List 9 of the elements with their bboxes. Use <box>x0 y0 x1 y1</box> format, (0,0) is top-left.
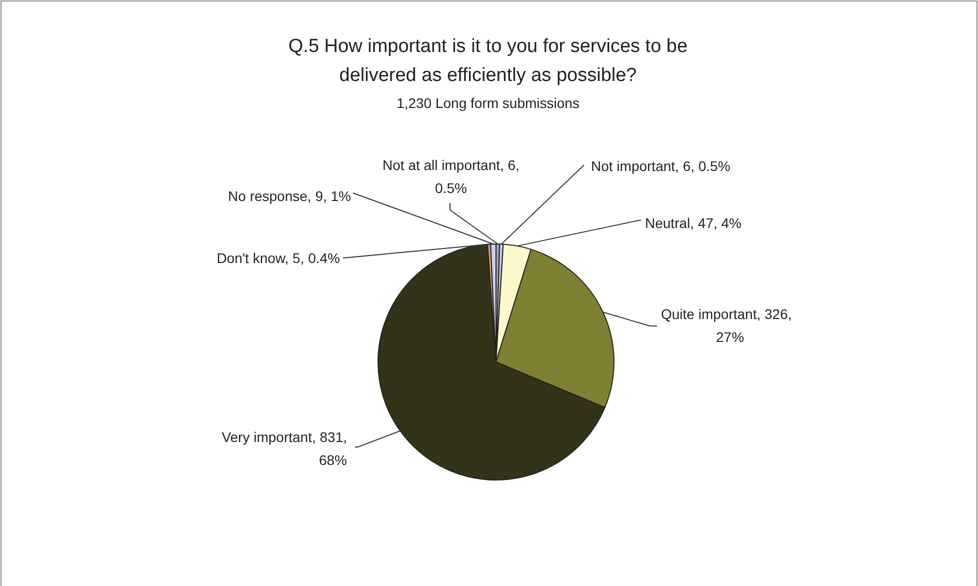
slice-label: No response, 9, 1% <box>228 188 351 204</box>
chart-title: Q.5 How important is it to you for services to be delivered as efficiently as possible? <box>288 36 688 86</box>
slice-label: Not at all important, 6, 0.5% <box>382 157 520 196</box>
slice-label: Don't know, 5, 0.4% <box>216 250 340 266</box>
slice-label: Neutral, 47, 4% <box>645 215 742 231</box>
slice-label: Very important, 831, 68% <box>222 429 347 468</box>
chart-subtitle: 1,230 Long form submissions <box>396 95 580 111</box>
slice-label: Not important, 6, 0.5% <box>591 158 730 174</box>
slice-label: Quite important, 326, 27% <box>661 306 792 345</box>
